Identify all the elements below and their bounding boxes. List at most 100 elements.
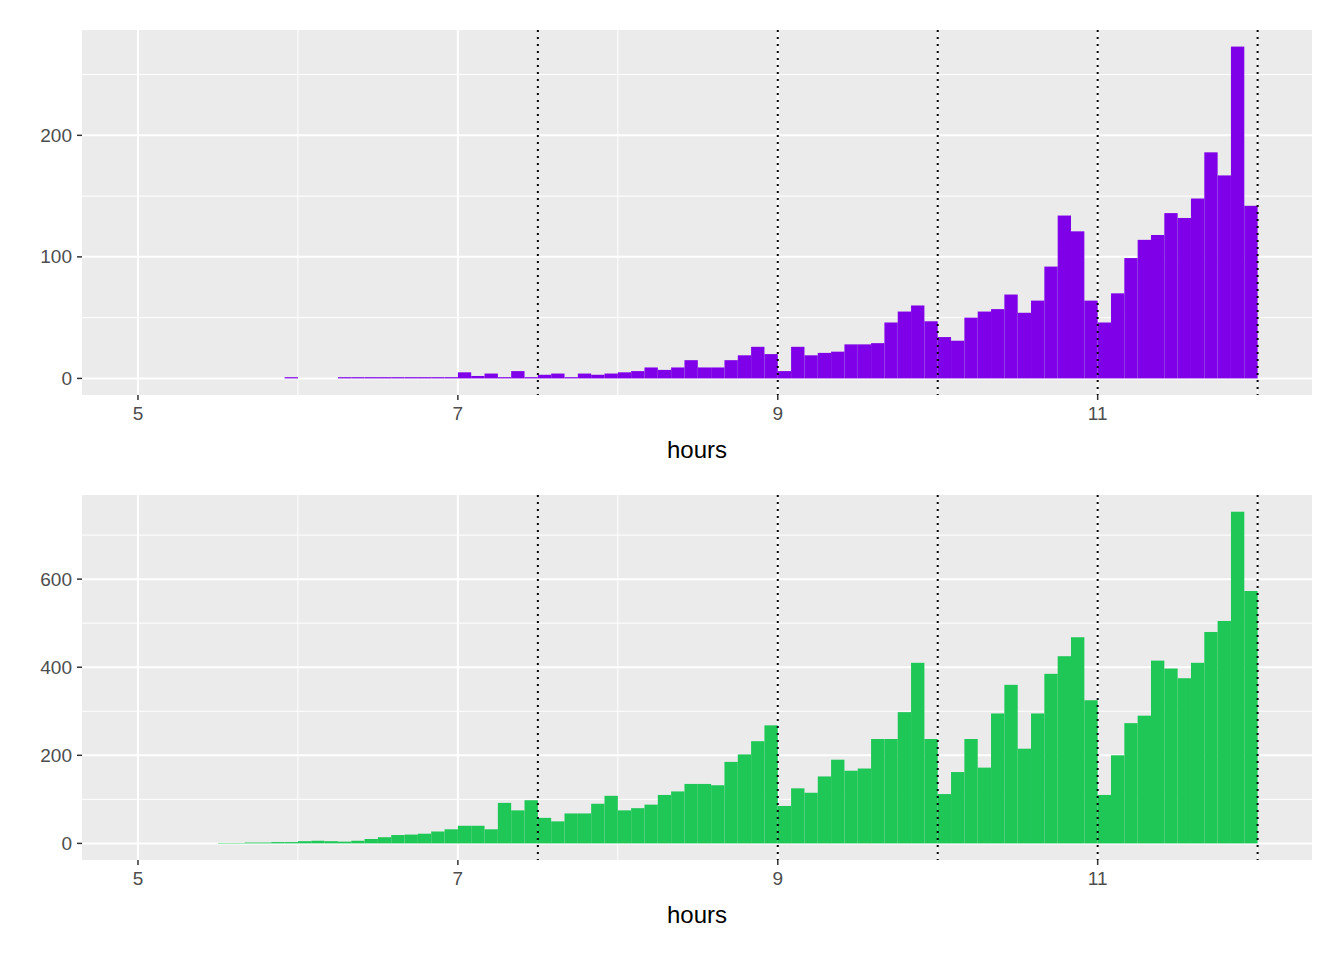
histogram-bar — [405, 835, 418, 844]
histogram-bar — [1178, 678, 1191, 843]
histogram-bar — [1098, 322, 1111, 378]
histogram-bar — [1124, 723, 1137, 843]
histogram-bar — [898, 312, 911, 379]
tick-label: 0 — [61, 368, 72, 389]
histogram-bar — [338, 377, 351, 378]
histogram-bar — [1244, 206, 1257, 379]
histogram-bar — [1058, 216, 1071, 379]
tick-mark — [77, 666, 82, 668]
minor-grid-line — [82, 623, 1312, 624]
tick-mark — [77, 378, 82, 380]
histogram-bar — [978, 768, 991, 844]
panel: 010020057911hours — [40, 30, 1312, 463]
histogram-bar — [1018, 313, 1031, 379]
histogram-bar — [258, 842, 271, 844]
histogram-bar — [271, 842, 284, 843]
histogram-bar — [538, 375, 551, 379]
histogram-bar — [764, 725, 777, 843]
tick-label: 9 — [772, 403, 783, 424]
tick-mark — [137, 395, 139, 400]
tick-label: 5 — [133, 403, 144, 424]
reference-line — [537, 30, 539, 395]
histogram-bar — [791, 788, 804, 843]
histogram-bar — [991, 309, 1004, 378]
minor-grid-line — [82, 196, 1312, 197]
tick-label: 7 — [453, 868, 464, 889]
histogram-bar — [804, 355, 817, 378]
tick-label: 200 — [40, 125, 72, 146]
panel: 020040060057911hours — [40, 495, 1312, 928]
reference-line — [777, 495, 779, 860]
histogram-bar — [1138, 240, 1151, 379]
histogram-bar — [285, 842, 298, 843]
histogram-bar — [1151, 235, 1164, 378]
histogram-bar — [738, 355, 751, 378]
histogram-bar — [391, 835, 404, 843]
histogram-bar — [858, 344, 871, 378]
histogram-bar — [1164, 669, 1177, 844]
histogram-bar — [724, 360, 737, 378]
histogram-bar — [1218, 621, 1231, 843]
axis-title: hours — [667, 436, 727, 463]
tick-mark — [137, 860, 139, 865]
histogram-bar — [644, 367, 657, 378]
histogram-bar — [1018, 749, 1031, 844]
histogram-bar — [218, 378, 231, 379]
histogram-bar — [231, 378, 244, 379]
histogram-bar — [471, 826, 484, 844]
histogram-bar — [1071, 231, 1084, 378]
histogram-bar — [378, 837, 391, 843]
histogram-bar — [1231, 47, 1244, 379]
histogram-bar — [458, 826, 471, 844]
histogram-bar — [818, 353, 831, 379]
histogram-bar — [245, 842, 258, 844]
histogram-bar — [391, 377, 404, 378]
histogram-bar — [218, 842, 231, 843]
tick-mark — [77, 755, 82, 757]
histogram-bar — [951, 772, 964, 843]
histogram-bar — [605, 796, 618, 844]
histogram-bar — [684, 784, 697, 843]
histogram-bar — [898, 712, 911, 843]
histogram-bar — [818, 776, 831, 843]
histogram-bar — [258, 378, 271, 379]
tick-mark — [457, 860, 459, 865]
histogram-bar — [511, 371, 524, 378]
histogram-bar — [1164, 213, 1177, 378]
histogram-bar — [485, 374, 498, 379]
histogram-bar — [764, 354, 777, 378]
histogram-bar — [1204, 152, 1217, 378]
histogram-bar — [418, 377, 431, 378]
histogram-bar — [325, 378, 338, 379]
tick-label: 0 — [61, 833, 72, 854]
reference-line — [937, 30, 939, 395]
histogram-bar — [431, 377, 444, 378]
tick-label: 5 — [133, 868, 144, 889]
histogram-bar — [618, 372, 631, 378]
histogram-bar — [458, 372, 471, 378]
histogram-bar — [658, 795, 671, 843]
axis-title: hours — [667, 901, 727, 928]
grid-line — [82, 256, 1312, 258]
histogram-bar — [285, 377, 298, 378]
histogram-bar — [1071, 637, 1084, 843]
histogram-bar — [351, 377, 364, 378]
histogram-bar — [485, 829, 498, 843]
tick-mark — [1097, 395, 1099, 400]
tick-mark — [777, 860, 779, 865]
histogram-bar — [924, 321, 937, 378]
histogram-bar — [778, 371, 791, 378]
histogram-bar — [751, 347, 764, 379]
histogram-bar — [1004, 295, 1017, 379]
histogram-bar — [1058, 656, 1071, 843]
histogram-bar — [1204, 632, 1217, 843]
histogram-bar — [1191, 199, 1204, 379]
grid-line — [457, 30, 459, 395]
histogram-bar — [911, 663, 924, 844]
histogram-bar — [378, 377, 391, 378]
histogram-bar — [525, 800, 538, 843]
reference-line — [1097, 30, 1099, 395]
bars — [285, 30, 1258, 395]
histogram-bar — [245, 378, 258, 379]
histogram-bar — [565, 813, 578, 843]
